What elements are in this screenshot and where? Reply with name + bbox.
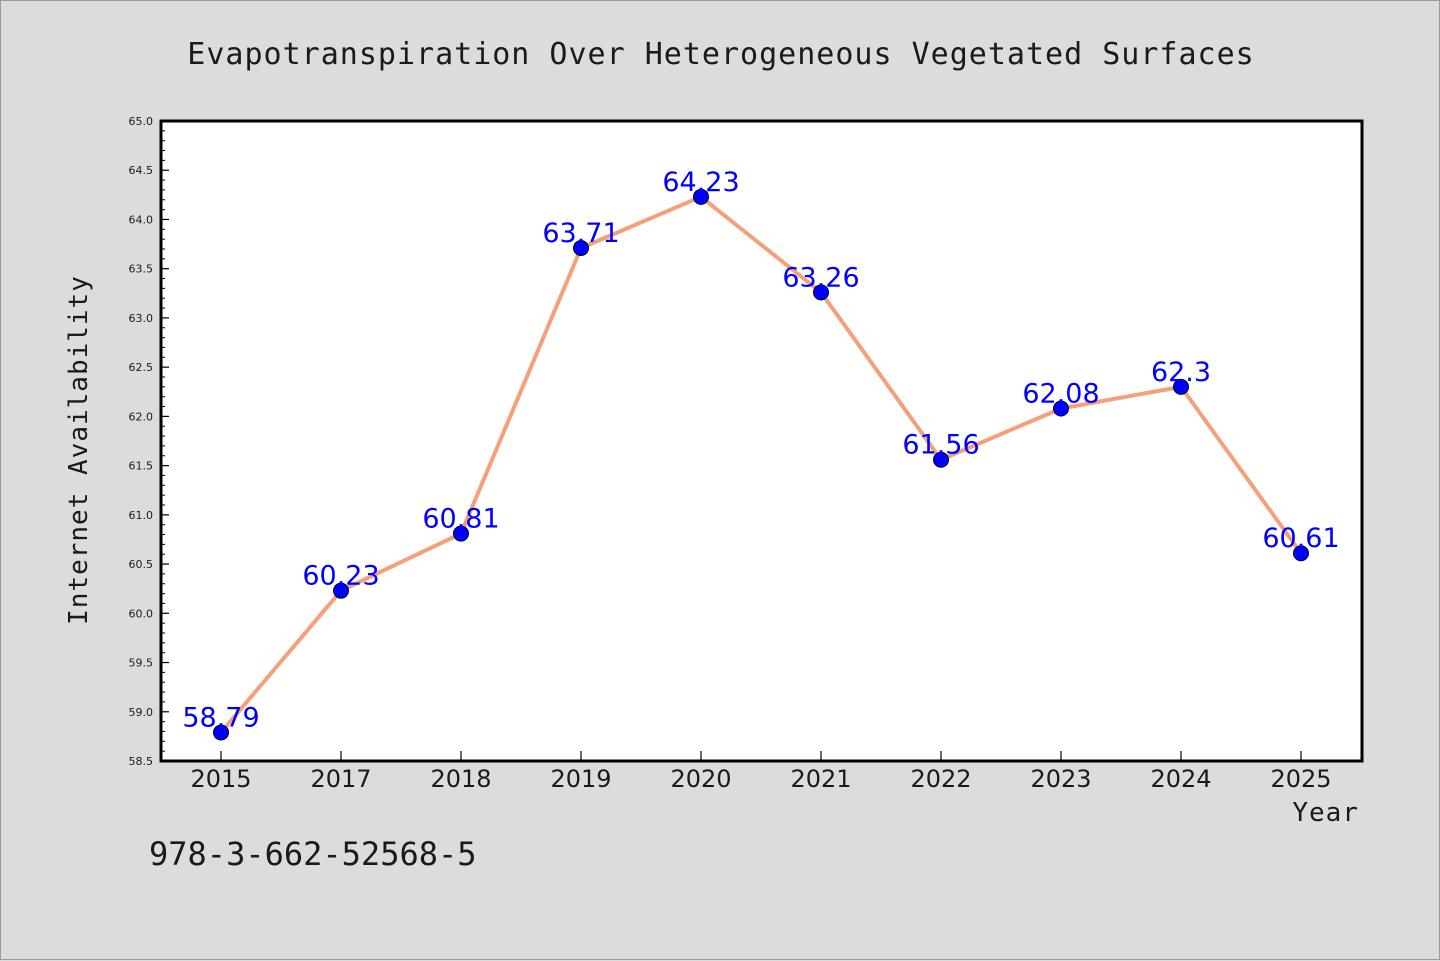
y-tick-label: 60.0 bbox=[129, 607, 154, 620]
data-label: 62.3 bbox=[1151, 357, 1211, 388]
data-label: 60.81 bbox=[422, 504, 499, 535]
data-point-marker bbox=[693, 188, 709, 205]
y-tick-label: 65.0 bbox=[129, 115, 154, 128]
y-tick-label: 64.0 bbox=[129, 213, 154, 226]
x-tick-label: 2021 bbox=[790, 765, 851, 793]
y-axis-label: Internet Availability bbox=[64, 275, 94, 625]
data-label: 64.23 bbox=[662, 167, 739, 198]
chart-title: Evapotranspiration Over Heterogeneous Ve… bbox=[187, 37, 1254, 72]
y-tick-label: 61.5 bbox=[129, 460, 154, 473]
x-tick-label: 2020 bbox=[670, 765, 731, 793]
data-point-marker bbox=[933, 451, 949, 468]
data-point-marker bbox=[213, 724, 229, 741]
x-tick-label: 2017 bbox=[310, 765, 371, 793]
y-tick-label: 58.5 bbox=[129, 755, 154, 768]
x-tick-label: 2024 bbox=[1150, 765, 1211, 793]
x-tick-label: 2015 bbox=[190, 765, 251, 793]
y-tick-label: 59.0 bbox=[129, 706, 154, 719]
x-tick-label: 2018 bbox=[430, 765, 491, 793]
data-label: 63.71 bbox=[542, 218, 619, 249]
x-tick-label: 2023 bbox=[1030, 765, 1091, 793]
data-point-marker bbox=[333, 582, 349, 599]
x-tick-label: 2022 bbox=[910, 765, 971, 793]
x-tick-label: 2025 bbox=[1270, 765, 1331, 793]
y-axis: 58.5 59.0 59.5 60.0 60.5 61.0 61.5 62.0 62.5 63.0… bbox=[129, 115, 169, 768]
y-tick-label: 63.5 bbox=[129, 263, 154, 276]
y-tick-label: 59.5 bbox=[129, 657, 154, 670]
data-label: 63.26 bbox=[782, 262, 859, 293]
x-axis-label: Year bbox=[1292, 798, 1359, 828]
data-point-marker bbox=[813, 284, 829, 301]
data-label: 60.23 bbox=[302, 561, 379, 592]
data-label: 60.61 bbox=[1262, 523, 1339, 554]
series-line bbox=[219, 194, 1303, 735]
x-tick-label: 2019 bbox=[550, 765, 611, 793]
y-tick-label: 61.0 bbox=[129, 509, 154, 522]
data-labels-group: 58.79 60.23 60.81 63.71 64.23 63.26 61.56 62.08… bbox=[182, 167, 1339, 734]
data-point-marker bbox=[1053, 400, 1069, 417]
data-point-marker bbox=[1293, 545, 1309, 562]
data-label: 61.56 bbox=[902, 430, 979, 461]
y-tick-label: 64.5 bbox=[129, 164, 154, 177]
plot-area bbox=[159, 119, 1364, 763]
series-group bbox=[213, 188, 1309, 741]
data-label: 62.08 bbox=[1022, 379, 1099, 410]
y-tick-label: 62.0 bbox=[129, 410, 154, 423]
data-label: 58.79 bbox=[182, 702, 259, 733]
y-tick-label: 60.5 bbox=[129, 558, 154, 571]
data-point-marker bbox=[1173, 378, 1189, 395]
y-tick-label: 63.0 bbox=[129, 312, 154, 325]
data-point-marker bbox=[573, 240, 589, 257]
y-tick-label: 62.5 bbox=[129, 361, 154, 374]
isbn-text: 978-3-662-52568-5 bbox=[149, 835, 477, 873]
x-axis: 2015 2017 2018 2019 2020 2021 2022 2023 2024 2025 bbox=[190, 751, 1332, 793]
data-point-marker bbox=[453, 525, 469, 542]
